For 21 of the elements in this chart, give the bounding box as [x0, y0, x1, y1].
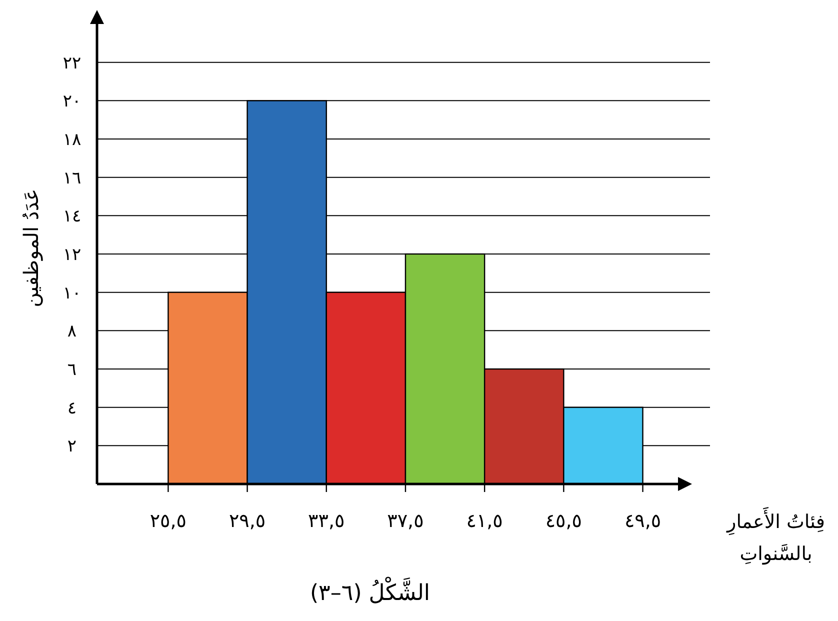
- y-tick-label: ٢٢: [62, 53, 82, 74]
- x-tick-label: ٤١,٥: [466, 510, 503, 532]
- x-tick-label: ٤٥,٥: [545, 510, 582, 532]
- text: الشَّكْلُ (٦–٣): [310, 576, 430, 606]
- y-axis-title: عَدَدُ الموظفين: [19, 188, 43, 308]
- x-tick-label: ٤٩,٥: [624, 510, 662, 532]
- y-tick-label: ٢٠: [62, 92, 82, 112]
- y-tick-label: ١٢: [62, 245, 82, 265]
- y-tick-label: ١٠: [62, 283, 82, 304]
- y-tick-label: ٤: [67, 398, 77, 418]
- x-tick-label: ٢٥,٥: [150, 510, 187, 532]
- y-tick-label: ٨: [67, 322, 77, 342]
- x-tick-label: ٣٧,٥: [387, 510, 424, 532]
- y-tick-label: ١٤: [62, 206, 82, 227]
- x-axis-title: فِئاتُ الأَعمارِ بالسَّنواتِ: [726, 506, 825, 565]
- y-tick-label: ١٨: [62, 130, 82, 150]
- y-tick-label: ٦: [67, 360, 77, 380]
- x-tick-label: ٣٣,٥: [308, 510, 345, 532]
- y-tick-label: ١٦: [62, 168, 82, 188]
- x-tick-label: ٢٩,٥: [228, 510, 266, 532]
- y-tick-label: ٢: [67, 436, 77, 457]
